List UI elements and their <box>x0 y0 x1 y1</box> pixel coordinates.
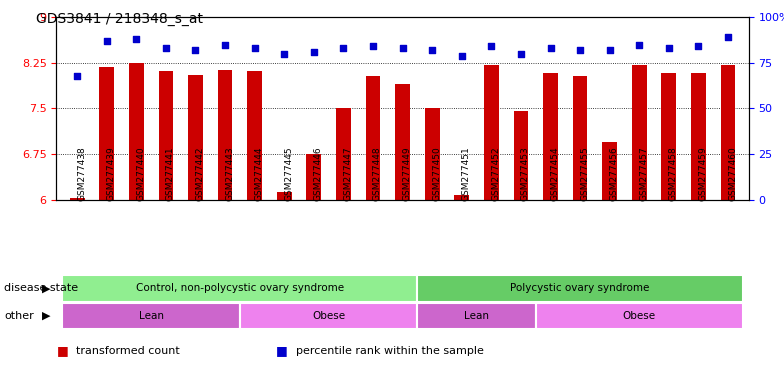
Text: GSM277449: GSM277449 <box>402 147 412 201</box>
Text: GSM277446: GSM277446 <box>314 147 323 201</box>
Text: transformed count: transformed count <box>76 346 180 356</box>
Bar <box>417 275 742 302</box>
Text: GSM277444: GSM277444 <box>255 147 263 201</box>
Text: GSM277460: GSM277460 <box>728 146 737 201</box>
Text: GSM277438: GSM277438 <box>77 146 86 201</box>
Bar <box>158 71 173 200</box>
Bar <box>188 75 203 200</box>
Point <box>692 43 705 50</box>
Text: Lean: Lean <box>139 311 164 321</box>
Text: GSM277448: GSM277448 <box>373 147 382 201</box>
Point <box>249 45 261 51</box>
Bar <box>365 76 380 200</box>
Text: ▶: ▶ <box>42 283 50 293</box>
Point <box>189 47 201 53</box>
Point <box>485 43 498 50</box>
Bar <box>535 303 742 329</box>
Point <box>662 45 675 51</box>
Point <box>307 49 320 55</box>
Point <box>456 53 468 59</box>
Text: GSM277455: GSM277455 <box>580 146 589 201</box>
Text: GSM277439: GSM277439 <box>107 146 116 201</box>
Bar <box>336 109 350 200</box>
Text: disease state: disease state <box>4 283 78 293</box>
Text: GSM277456: GSM277456 <box>610 146 619 201</box>
Bar <box>240 303 417 329</box>
Bar <box>572 76 587 200</box>
Bar <box>691 73 706 200</box>
Bar <box>632 65 647 200</box>
Bar <box>455 195 469 200</box>
Point <box>71 73 83 79</box>
Bar <box>484 65 499 200</box>
Text: ■: ■ <box>276 344 288 358</box>
Bar <box>395 84 410 200</box>
Text: percentile rank within the sample: percentile rank within the sample <box>296 346 484 356</box>
Text: Control, non-polycystic ovary syndrome: Control, non-polycystic ovary syndrome <box>136 283 344 293</box>
Text: ▶: ▶ <box>42 311 50 321</box>
Text: GSM277454: GSM277454 <box>550 147 560 201</box>
Text: GSM277443: GSM277443 <box>225 147 234 201</box>
Point <box>278 51 291 57</box>
Bar <box>247 71 262 200</box>
Text: Lean: Lean <box>464 311 489 321</box>
Bar <box>63 275 417 302</box>
Text: Obese: Obese <box>312 311 345 321</box>
Point <box>130 36 143 42</box>
Text: other: other <box>4 311 34 321</box>
Bar <box>602 142 617 200</box>
Point <box>604 47 616 53</box>
Text: GSM277452: GSM277452 <box>492 147 500 201</box>
Point <box>367 43 379 50</box>
Bar <box>425 109 440 200</box>
Point <box>426 47 438 53</box>
Text: Polycystic ovary syndrome: Polycystic ovary syndrome <box>510 283 650 293</box>
Bar <box>720 65 735 200</box>
Point <box>100 38 113 44</box>
Text: GSM277451: GSM277451 <box>462 146 470 201</box>
Point <box>396 45 408 51</box>
Point <box>574 47 586 53</box>
Text: ■: ■ <box>56 344 68 358</box>
Bar <box>218 70 233 200</box>
Point <box>160 45 172 51</box>
Text: GSM277453: GSM277453 <box>521 146 530 201</box>
Text: GSM277450: GSM277450 <box>432 146 441 201</box>
Text: GSM277440: GSM277440 <box>136 147 145 201</box>
Text: GSM277447: GSM277447 <box>343 147 353 201</box>
Text: GSM277442: GSM277442 <box>195 147 205 201</box>
Point <box>722 34 735 40</box>
Text: Obese: Obese <box>622 311 656 321</box>
Point <box>514 51 527 57</box>
Text: GSM277441: GSM277441 <box>166 147 175 201</box>
Text: GDS3841 / 218348_s_at: GDS3841 / 218348_s_at <box>35 12 203 25</box>
Bar <box>543 73 558 200</box>
Text: GSM277458: GSM277458 <box>669 146 678 201</box>
Text: GSM277459: GSM277459 <box>699 146 707 201</box>
Bar <box>662 73 677 200</box>
Point <box>544 45 557 51</box>
Point <box>337 45 350 51</box>
Bar <box>63 303 240 329</box>
Bar <box>100 66 114 200</box>
Bar <box>417 303 535 329</box>
Bar <box>277 192 292 200</box>
Point <box>633 41 645 48</box>
Bar <box>307 154 321 200</box>
Text: GSM277445: GSM277445 <box>285 147 293 201</box>
Point <box>219 41 231 48</box>
Bar <box>514 111 528 200</box>
Bar <box>70 199 85 200</box>
Text: GSM277457: GSM277457 <box>639 146 648 201</box>
Bar <box>129 63 143 200</box>
